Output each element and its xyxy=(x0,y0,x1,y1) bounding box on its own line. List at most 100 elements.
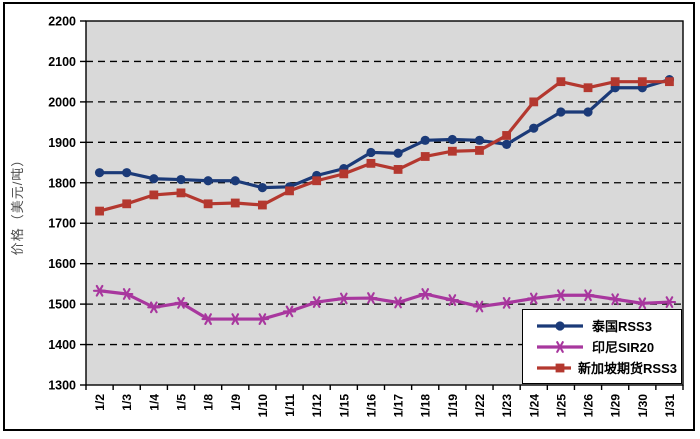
data-point xyxy=(95,284,104,297)
data-point xyxy=(366,147,376,158)
x-axis-tick-label: 1/8 xyxy=(202,394,216,411)
y-axis-tick-label: 1300 xyxy=(48,379,76,393)
data-point xyxy=(420,135,430,145)
data-point xyxy=(502,139,512,149)
series-line xyxy=(97,80,672,213)
y-axis-tick-label: 2100 xyxy=(48,55,76,69)
x-axis-tick-label: 1/31 xyxy=(663,394,677,418)
data-point xyxy=(637,77,647,87)
y-axis-tick-label: 1500 xyxy=(48,298,76,312)
data-point xyxy=(556,107,566,117)
y-axis-tick-label: 1600 xyxy=(48,257,76,271)
data-point xyxy=(149,190,159,200)
data-point xyxy=(555,320,565,331)
x-axis-tick-label: 1/2 xyxy=(93,394,107,411)
x-axis-tick-label: 1/16 xyxy=(364,394,378,418)
y-axis-tick-label: 2200 xyxy=(48,15,76,29)
data-point xyxy=(203,176,213,186)
series-line xyxy=(97,78,672,190)
data-point xyxy=(665,296,674,308)
x-axis-tick-label: 1/18 xyxy=(419,394,433,418)
x-axis-tick-label: 1/24 xyxy=(527,394,541,418)
data-point xyxy=(475,300,484,313)
data-point xyxy=(447,146,457,156)
x-axis-tick-label: 1/29 xyxy=(609,394,623,418)
data-point xyxy=(421,288,430,300)
x-axis-tick-label: 1/4 xyxy=(147,394,161,411)
data-point xyxy=(95,206,104,216)
series-1 xyxy=(92,284,677,325)
legend-item-thailand-rss3: 泰国RSS3 xyxy=(535,316,677,335)
data-point xyxy=(339,169,349,179)
x-axis-tick-label: 1/10 xyxy=(256,394,270,418)
series-2 xyxy=(95,77,674,216)
x-axis-tick-label: 1/11 xyxy=(283,394,297,417)
data-point xyxy=(583,107,593,117)
y-axis-title: 价格（美元/吨） xyxy=(10,152,25,256)
y-axis-tick-label: 2000 xyxy=(48,95,76,109)
data-point xyxy=(312,296,321,308)
y-axis-tick-label: 1700 xyxy=(48,217,76,231)
data-point xyxy=(258,313,267,325)
data-point xyxy=(502,296,511,309)
series-line xyxy=(97,289,672,321)
data-point xyxy=(285,305,294,318)
data-point xyxy=(122,168,132,178)
data-point xyxy=(177,296,185,309)
data-point xyxy=(176,188,186,198)
x-axis-tick-label: 1/25 xyxy=(554,394,568,418)
data-point xyxy=(339,292,348,305)
data-point xyxy=(665,77,674,87)
data-point xyxy=(448,294,457,306)
line-asterisk-marker-icon xyxy=(537,340,583,353)
data-point xyxy=(394,296,402,309)
line-circle-marker-icon xyxy=(537,320,583,331)
legend: 泰国RSS3 印尼SIR20 新加坡期货RSS3 xyxy=(522,309,682,384)
data-point xyxy=(367,292,375,304)
x-axis-tick-label: 1/17 xyxy=(392,394,406,418)
data-point xyxy=(474,135,485,145)
legend-label: 印尼SIR20 xyxy=(592,340,655,355)
data-point xyxy=(176,174,186,185)
x-axis-tick-label: 1/30 xyxy=(636,394,650,418)
data-point xyxy=(231,313,240,325)
x-axis-tick-label: 1/23 xyxy=(500,394,514,418)
data-point xyxy=(556,340,564,353)
data-point xyxy=(447,134,457,145)
data-point xyxy=(230,198,240,208)
data-point xyxy=(557,289,565,302)
line-square-marker-icon xyxy=(537,363,572,372)
data-point xyxy=(555,363,565,372)
x-axis-tick-label: 1/9 xyxy=(229,394,243,411)
legend-item-indonesia-sir20: 印尼SIR20 xyxy=(535,337,677,356)
x-axis-tick-label: 1/15 xyxy=(337,394,351,418)
data-point xyxy=(230,176,240,186)
x-axis-tick-label: 1/26 xyxy=(582,394,596,418)
x-axis-tick-label: 1/19 xyxy=(446,394,460,418)
data-point xyxy=(502,131,512,140)
data-point xyxy=(149,174,159,184)
data-point xyxy=(366,158,376,168)
data-point xyxy=(122,288,131,300)
data-point xyxy=(583,83,593,93)
data-point xyxy=(257,183,267,193)
legend-item-singapore-futures-rss3: 新加坡期货RSS3 xyxy=(535,358,677,377)
data-point xyxy=(610,77,620,87)
y-axis-tick-label: 1400 xyxy=(48,338,76,352)
x-axis-tick-label: 1/12 xyxy=(310,394,324,418)
data-point xyxy=(257,200,267,210)
x-axis-tick-label: 1/5 xyxy=(174,394,188,411)
data-point xyxy=(122,199,132,209)
data-point xyxy=(529,97,539,107)
data-point xyxy=(393,148,403,158)
y-axis-tick-label: 1900 xyxy=(48,136,76,150)
data-point xyxy=(204,313,212,325)
data-point xyxy=(529,292,538,305)
data-point xyxy=(393,165,403,174)
series-0 xyxy=(94,75,675,193)
legend-label: 新加坡期货RSS3 xyxy=(578,361,677,376)
data-point xyxy=(529,123,539,133)
data-point xyxy=(312,176,322,186)
